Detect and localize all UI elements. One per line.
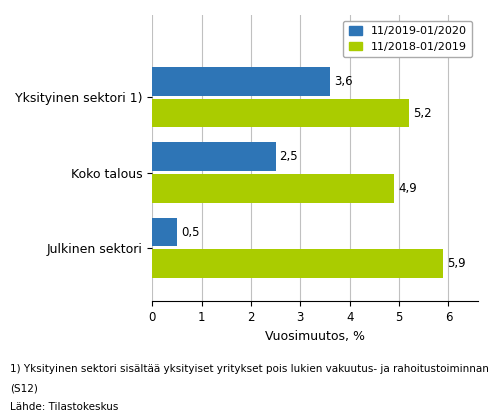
Text: 3,6: 3,6 <box>334 75 352 88</box>
Bar <box>152 218 177 246</box>
Bar <box>152 67 330 96</box>
Bar <box>152 174 394 203</box>
Text: 4,9: 4,9 <box>398 182 417 195</box>
Text: 5,2: 5,2 <box>413 106 431 119</box>
Text: 0,5: 0,5 <box>181 225 199 239</box>
Text: 1) Yksityinen sektori sisältää yksityiset yritykset pois lukien vakuutus- ja rah: 1) Yksityinen sektori sisältää yksityise… <box>10 364 489 374</box>
Text: (S12): (S12) <box>10 383 38 393</box>
Text: 5,9: 5,9 <box>447 257 466 270</box>
X-axis label: Vuosimuutos, %: Vuosimuutos, % <box>265 330 365 343</box>
Bar <box>152 99 409 127</box>
Bar <box>152 142 276 171</box>
Bar <box>152 250 443 278</box>
Text: Lähde: Tilastokeskus: Lähde: Tilastokeskus <box>10 402 118 412</box>
Legend: 11/2019-01/2020, 11/2018-01/2019: 11/2019-01/2020, 11/2018-01/2019 <box>343 20 472 57</box>
Text: 2,5: 2,5 <box>280 150 298 163</box>
